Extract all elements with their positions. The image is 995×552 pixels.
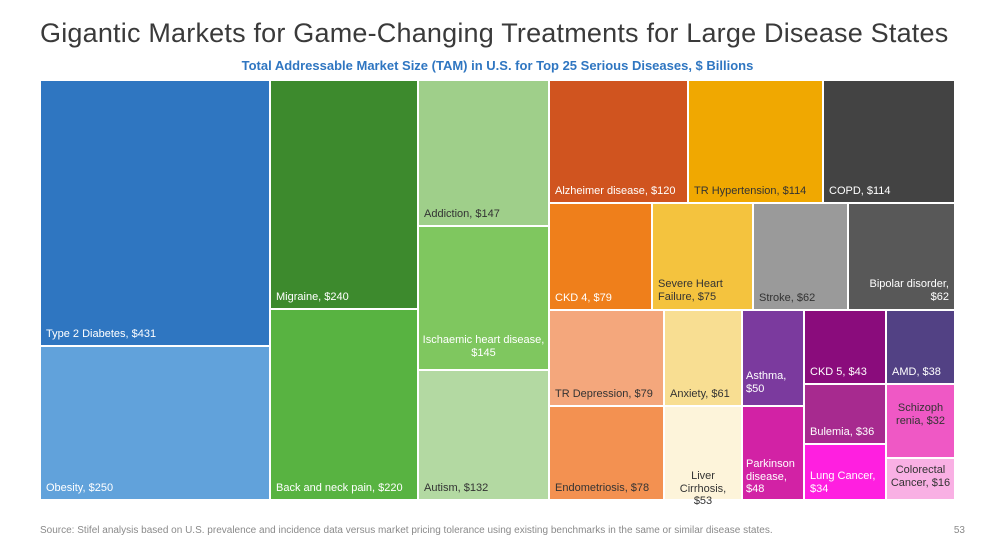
treemap-cell: [742, 310, 804, 406]
treemap-cell: [549, 406, 664, 500]
treemap-cell: [549, 203, 652, 310]
treemap-cell: [652, 203, 753, 310]
slide-subtitle: Total Addressable Market Size (TAM) in U…: [0, 58, 995, 73]
treemap-cell: [664, 310, 742, 406]
slide-title: Gigantic Markets for Game-Changing Treat…: [40, 18, 948, 49]
treemap-cell: [823, 80, 955, 203]
treemap-chart: Type 2 Diabetes, $431Obesity, $250Migrai…: [40, 80, 955, 500]
treemap-cell: [40, 80, 270, 346]
treemap-cell: [848, 203, 955, 310]
treemap-cell: [804, 444, 886, 500]
treemap-cell: [549, 80, 688, 203]
treemap-cell: [418, 370, 549, 500]
treemap-cell: [40, 346, 270, 500]
treemap-cell: [688, 80, 823, 203]
page-number: 53: [954, 525, 965, 536]
treemap-cell: [886, 310, 955, 384]
treemap-cell: [418, 80, 549, 226]
treemap-cell: [804, 384, 886, 444]
treemap-cell: [418, 226, 549, 370]
treemap-cell: [549, 310, 664, 406]
source-footer: Source: Stifel analysis based on U.S. pr…: [40, 525, 773, 536]
treemap-cell: [886, 458, 955, 500]
treemap-cell: [270, 80, 418, 309]
treemap-cell: [753, 203, 848, 310]
treemap-cell: [804, 310, 886, 384]
treemap-cell: [664, 406, 742, 500]
treemap-cell: [886, 384, 955, 458]
slide-root: Gigantic Markets for Game-Changing Treat…: [0, 0, 995, 552]
treemap-cell: [742, 406, 804, 500]
treemap-cell: [270, 309, 418, 500]
